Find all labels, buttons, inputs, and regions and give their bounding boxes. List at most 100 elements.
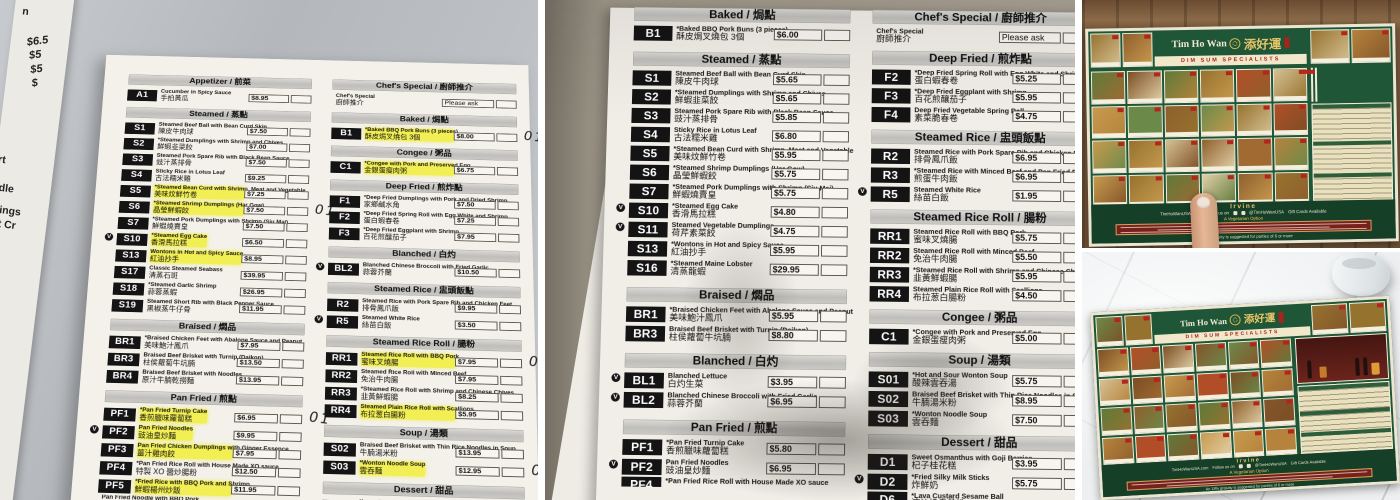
price-box: $9.95 [233, 430, 278, 441]
item-code-badge: PF1 [622, 438, 663, 455]
quantity-box [285, 255, 307, 265]
red-seal [1277, 311, 1284, 324]
vegetarian-icon: V [610, 392, 620, 402]
item-name-zh: 金銀蛋瘦肉粥 [912, 334, 966, 345]
price-area: $4.50 [1012, 289, 1075, 302]
quantity-box [286, 222, 308, 232]
item-names: *Braised Chicken Feet with Abalone Sauce… [669, 305, 853, 324]
bottle-icon [1362, 357, 1368, 376]
menu-section: Baked / 焗點 B1 *Baked BBQ Pork Buns (3 piec… [633, 6, 851, 45]
price-box: $5.50 [1012, 250, 1062, 263]
menu-item: F4 Deep Fried Vegetable Spring Roll 素菜脆春卷 $… [871, 105, 1075, 125]
food-photo-cell [1134, 434, 1167, 464]
price-area: $5.50 [1012, 250, 1075, 264]
quantity-box [499, 321, 522, 331]
item-code-badge: S4 [121, 168, 153, 182]
menu-section: Steamed / 蒸點 S1 Steamed Beef Ball with Bea… [615, 50, 854, 280]
quantity-box [280, 375, 304, 386]
item-name-zh: 絲苗白飯 [913, 192, 949, 203]
food-photo-cell [1163, 69, 1199, 103]
price-area: $3.95 [767, 375, 846, 389]
quantity-box [290, 94, 312, 104]
price-box: $6.80 [771, 129, 821, 142]
item-code-badge: R2 [871, 147, 911, 164]
quantity-box [820, 244, 848, 257]
paper-fragment: dle [0, 181, 15, 196]
price-box: $39.95 [240, 270, 284, 281]
price-area: $5.85 [772, 110, 850, 124]
price-area: $4.75 [770, 224, 848, 238]
item-names: Blanched Lettuce 白灼生菜 [667, 371, 728, 389]
item-code-badge: S01 [868, 370, 909, 388]
menu-section: Blanched / 白灼 V BL2 Blanched Chinese Brocco… [315, 245, 521, 282]
panel-bar [1298, 381, 1389, 391]
menu-item: D1 Sweet Osmanthus with Goji Berries 杞子桂花糕… [867, 452, 1075, 473]
food-photo-strip [1095, 314, 1153, 348]
item-code-badge: PF4 [99, 460, 133, 475]
menu-item: V BL1 Blanched Lettuce 白灼生菜 $3.95 [611, 370, 846, 391]
quantity-box [498, 268, 521, 278]
price-box: $6.95 [767, 395, 817, 408]
item-names: *Deep Fried Eggplant with Shrimp 百花煎釀茄子 [363, 227, 459, 243]
item-name-zh: 廚師推介 [876, 33, 912, 44]
quantity-box [500, 392, 523, 403]
item-code-badge: D1 [867, 453, 908, 470]
item-name-zh: 白灼生菜 [667, 378, 704, 389]
price-area: $7.50 [242, 221, 308, 232]
price-area: $5.95 [768, 309, 847, 323]
item-code-badge: S10 [116, 232, 148, 246]
item-names: *Steamed Bean Curd with Shrimp, Meat and… [153, 184, 306, 200]
price-area: $13.95 [235, 374, 304, 386]
food-photo-cell [1351, 28, 1391, 64]
quantity-box [821, 187, 849, 199]
item-names: *Steamed Shrimp Dumplings (Har Gow) 晶瑩鮮蝦餃 [152, 200, 264, 216]
item-names: *Pan Fried Rice Roll with House Made XO … [136, 460, 279, 478]
item-name-zh: 陳皮牛肉球 [675, 76, 719, 86]
section-header: Baked / 焗點 [634, 6, 851, 24]
paper-fragment: $6.5 [26, 34, 49, 49]
price-area: $7.95 [454, 231, 520, 243]
price-box: $5.80 [766, 442, 817, 455]
price-box: $5.65 [772, 92, 822, 104]
item-code-badge: R2 [327, 298, 359, 312]
quantity-box [822, 130, 850, 143]
item-code-badge: D2 [867, 473, 908, 490]
menu-column: Chef's Special / 廚師推介 Chef's Special 廚師推介 P… [854, 9, 1075, 500]
food-photo-cell [1273, 102, 1308, 136]
picture-menu-board: Tim Ho Wan 添好運 DIM SUM SPECIALISTS [1085, 23, 1399, 247]
item-names: *Steamed Shrimp Dumplings (Har Gow) 晶瑩鮮蝦餃 [673, 163, 805, 181]
item-code-badge: C1 [869, 328, 909, 345]
menu-item: BR3 Braised Beef Brisket with Turnip (Dai… [625, 324, 847, 345]
item-names: *Steamed Rice Roll with Shrimp and Chine… [361, 386, 515, 403]
price-box: $5.75 [770, 186, 820, 199]
menu-column: Appetizer / 前菜 A1 Cucumber in Spicy Sauce 手… [80, 72, 338, 500]
quantity-box [1063, 190, 1075, 202]
price-area: $3.95 [1012, 457, 1075, 470]
price-area: $6.50 [241, 237, 308, 248]
quantity-box [500, 375, 523, 386]
quantity-box [818, 395, 846, 408]
quantity-box [819, 329, 847, 342]
menu-item: RR4 Steamed Plain Rice Roll with Scallion… [869, 284, 1075, 305]
item-name-zh: 香滑馬拉糕 [150, 238, 188, 247]
item-names: *Braised Chicken Feet with Abalone Sauce… [144, 335, 302, 352]
price-area: $5.75 [770, 186, 849, 199]
menu-item: F3 *Deep Fried Eggplant with Shrimp 百花煎釀茄子… [328, 225, 520, 246]
item-code-badge: F3 [871, 87, 911, 104]
menu-item: Chef's Special 廚師推介 Please ask [872, 26, 1075, 46]
price-box: $4.50 [1012, 289, 1062, 302]
price-area: $8.95 [248, 93, 312, 104]
food-photo-cell [1196, 371, 1229, 401]
paper-fragment: $ [30, 77, 39, 90]
price-area: $5.95 [771, 148, 849, 161]
item-code-badge: R5 [870, 185, 910, 202]
menu-item: F2 *Deep Fried Spring Roll with Egg White… [871, 68, 1075, 88]
menu-item: RR2 Steamed Rice Roll with Minced Beef 免治牛… [869, 246, 1075, 267]
quantity-box [286, 206, 309, 216]
food-photo-cell [1310, 303, 1349, 336]
menu-item: Chef's Special 廚師推介 Please ask [332, 92, 517, 112]
menu-item: D6*Lava Custard Sesame Ball流沙奶皇煎堆 [867, 491, 1075, 500]
tagline: DIM SUM SPECIALISTS [1154, 53, 1307, 67]
menu-item: PF1 *Pan Fried Turnip Cake 香煎臘味蘿蔔糕 $5.80 [622, 437, 846, 458]
quantity-box [284, 288, 306, 298]
